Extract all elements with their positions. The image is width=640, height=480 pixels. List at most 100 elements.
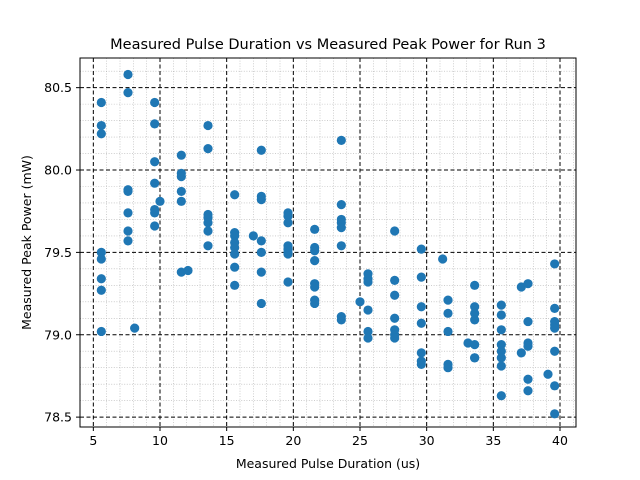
data-point	[523, 279, 533, 289]
data-point	[123, 87, 133, 98]
data-point	[96, 326, 106, 337]
data-point	[96, 97, 106, 108]
data-point	[363, 333, 373, 343]
data-point	[283, 277, 293, 287]
data-point	[390, 313, 400, 323]
data-point	[550, 381, 560, 391]
data-point	[310, 256, 320, 266]
data-point	[438, 254, 448, 264]
data-point	[496, 310, 506, 320]
data-point	[390, 275, 400, 285]
data-point	[96, 285, 106, 295]
x-axis-ticks: 5 10 15 20 25 30 35 40	[89, 427, 568, 448]
x-tick-label: 40	[552, 433, 568, 448]
minor-grid	[79, 58, 576, 427]
data-point	[496, 353, 506, 363]
data-point	[443, 326, 453, 337]
data-point	[150, 208, 160, 218]
data-point	[310, 224, 320, 234]
data-point	[96, 129, 106, 139]
data-point	[470, 308, 480, 318]
data-point	[230, 280, 240, 290]
data-point	[150, 119, 160, 129]
x-tick-label: 20	[285, 433, 301, 448]
data-point	[130, 323, 140, 333]
x-axis-label: Measured Pulse Duration (us)	[236, 456, 420, 471]
data-point	[336, 223, 346, 233]
data-point	[496, 325, 506, 335]
data-point	[496, 361, 506, 371]
x-tick-label: 30	[419, 433, 435, 448]
x-tick-label: 35	[485, 433, 501, 448]
data-point	[123, 236, 133, 246]
data-point	[523, 316, 533, 327]
data-point	[150, 97, 160, 108]
data-point	[310, 246, 320, 256]
data-point	[230, 190, 240, 200]
data-point	[310, 282, 320, 292]
data-point	[248, 231, 258, 241]
data-point	[336, 200, 346, 210]
data-point	[416, 302, 426, 312]
data-point	[390, 226, 400, 236]
data-point	[470, 315, 480, 325]
data-point	[496, 340, 506, 350]
x-tick-label: 5	[89, 433, 97, 448]
data-point	[203, 120, 213, 131]
data-point	[416, 359, 426, 370]
data-point	[123, 226, 133, 236]
y-axis-ticks: 78.5 79.0 79.5 80.0 80.5	[44, 80, 80, 425]
data-point	[96, 120, 106, 131]
plot-area	[80, 58, 576, 427]
data-point	[355, 297, 365, 307]
data-point	[470, 340, 480, 350]
data-point	[203, 218, 213, 228]
y-tick-label: 79.5	[44, 245, 72, 260]
data-point	[176, 186, 186, 197]
x-tick-label: 15	[219, 433, 235, 448]
data-point	[550, 323, 560, 333]
data-point	[336, 241, 346, 251]
data-point	[203, 226, 213, 236]
data-point	[416, 318, 426, 328]
data-point	[183, 265, 193, 276]
data-point	[176, 150, 186, 160]
data-point	[470, 302, 480, 312]
data-point	[123, 69, 133, 80]
data-point	[543, 369, 553, 379]
data-point	[363, 305, 373, 315]
data-point	[150, 157, 160, 167]
data-point	[283, 218, 293, 228]
data-point	[443, 308, 453, 318]
data-point	[443, 363, 453, 373]
data-point	[470, 280, 480, 290]
data-point	[96, 274, 106, 284]
data-point	[523, 386, 533, 396]
data-point	[150, 178, 160, 188]
data-point	[310, 298, 320, 309]
data-point	[550, 409, 560, 419]
data-point	[416, 348, 426, 358]
data-point	[416, 272, 426, 282]
data-point	[496, 346, 506, 356]
data-point	[416, 244, 426, 254]
major-grid	[80, 58, 576, 427]
data-point	[443, 295, 453, 305]
x-tick-label: 10	[152, 433, 168, 448]
data-point	[523, 341, 533, 351]
y-tick-label: 80.0	[44, 163, 72, 178]
data-point	[230, 249, 240, 259]
data-point	[550, 346, 560, 356]
data-point	[96, 254, 106, 264]
data-point	[283, 211, 293, 221]
data-point	[256, 195, 266, 205]
data-point	[550, 259, 560, 269]
data-point	[256, 298, 266, 309]
data-point	[256, 145, 266, 155]
y-tick-label: 79.0	[44, 327, 72, 342]
data-point	[336, 315, 346, 325]
data-point	[390, 290, 400, 300]
data-point	[336, 135, 346, 145]
x-tick-label: 25	[352, 433, 368, 448]
